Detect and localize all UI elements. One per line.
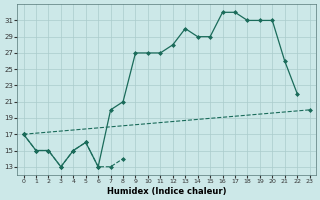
X-axis label: Humidex (Indice chaleur): Humidex (Indice chaleur)	[107, 187, 226, 196]
